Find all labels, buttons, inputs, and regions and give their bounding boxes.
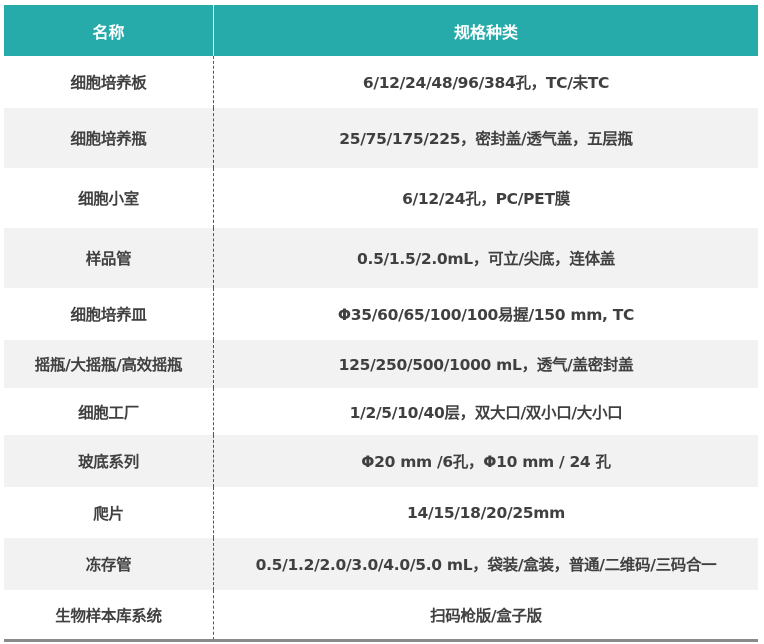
table-row: 细胞小室 6/12/24孔，PC/PET膜 bbox=[4, 168, 758, 228]
table-row: 爬片 14/15/18/20/25mm bbox=[4, 487, 758, 538]
table-row: 细胞工厂 1/2/5/10/40层，双大口/双小口/大小口 bbox=[4, 388, 758, 435]
product-spec: 14/15/18/20/25mm bbox=[407, 503, 565, 522]
table-row: 冻存管 0.5/1.2/2.0/3.0/4.0/5.0 mL，袋装/盒装，普通/二… bbox=[4, 538, 758, 590]
table-bottom-border bbox=[4, 639, 758, 642]
product-spec: 扫码枪版/盒子版 bbox=[430, 607, 542, 625]
product-name: 摇瓶/大摇瓶/高效摇瓶 bbox=[4, 340, 214, 388]
product-spec: 0.5/1.5/2.0mL，可立/尖底，连体盖 bbox=[357, 250, 615, 268]
product-name: 细胞培养皿 bbox=[4, 288, 214, 340]
product-name: 爬片 bbox=[4, 487, 214, 538]
header-name: 名称 bbox=[4, 5, 214, 56]
product-name: 细胞工厂 bbox=[4, 388, 214, 435]
product-name: 冻存管 bbox=[4, 538, 214, 590]
product-spec: 1/2/5/10/40层，双大口/双小口/大小口 bbox=[349, 403, 623, 422]
table-row: 细胞培养瓶 25/75/175/225，密封盖/透气盖，五层瓶 bbox=[4, 108, 758, 168]
table-row: 细胞培养板 6/12/24/48/96/384孔，TC/未TC bbox=[4, 56, 758, 108]
table-header: 名称 规格种类 bbox=[4, 5, 758, 56]
table-row: 细胞培养皿 Φ35/60/65/100/100易握/150 mm, TC bbox=[4, 288, 758, 340]
table-row: 样品管 0.5/1.5/2.0mL，可立/尖底，连体盖 bbox=[4, 228, 758, 288]
product-name: 细胞培养瓶 bbox=[4, 108, 214, 168]
product-spec-table: 名称 规格种类 细胞培养板 6/12/24/48/96/384孔，TC/未TC 细胞… bbox=[4, 5, 758, 640]
product-spec: 6/12/24/48/96/384孔，TC/未TC bbox=[362, 74, 610, 92]
table-row: 玻底系列 Φ20 mm /6孔，Φ10 mm / 24 孔 bbox=[4, 435, 758, 487]
header-spec: 规格种类 bbox=[453, 22, 518, 42]
product-spec: 6/12/24孔，PC/PET膜 bbox=[402, 190, 570, 208]
product-spec: 25/75/175/225，密封盖/透气盖，五层瓶 bbox=[339, 130, 633, 148]
product-name: 细胞小室 bbox=[4, 168, 214, 228]
product-spec: Φ20 mm /6孔，Φ10 mm / 24 孔 bbox=[361, 453, 611, 471]
table-row: 生物样本库系统 扫码枪版/盒子版 bbox=[4, 590, 758, 640]
product-spec: 125/250/500/1000 mL，透气/盖密封盖 bbox=[338, 356, 634, 374]
table-row: 摇瓶/大摇瓶/高效摇瓶 125/250/500/1000 mL，透气/盖密封盖 bbox=[4, 340, 758, 388]
product-spec: 0.5/1.2/2.0/3.0/4.0/5.0 mL，袋装/盒装，普通/二维码/… bbox=[255, 556, 717, 574]
product-name: 样品管 bbox=[4, 228, 214, 288]
product-spec: Φ35/60/65/100/100易握/150 mm, TC bbox=[337, 306, 635, 324]
product-name: 生物样本库系统 bbox=[4, 590, 214, 640]
product-name: 细胞培养板 bbox=[4, 56, 214, 108]
product-name: 玻底系列 bbox=[4, 435, 214, 487]
